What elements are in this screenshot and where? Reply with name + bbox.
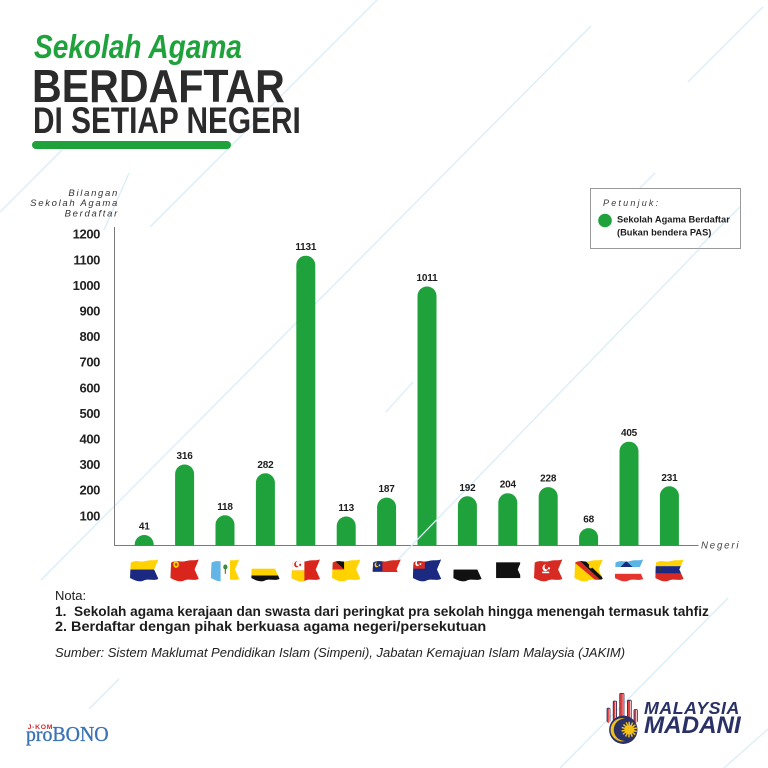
svg-text:500: 500 <box>80 406 101 421</box>
svg-text:Berdaftar: Berdaftar <box>65 208 119 219</box>
svg-text:300: 300 <box>80 457 101 472</box>
svg-text:118: 118 <box>217 502 233 513</box>
svg-text:228: 228 <box>540 474 557 485</box>
svg-text:1011: 1011 <box>417 273 439 284</box>
svg-text:600: 600 <box>80 380 101 395</box>
svg-text:Bilangan: Bilangan <box>68 188 119 199</box>
svg-text:Sekolah Agama Berdaftar: Sekolah Agama Berdaftar <box>617 215 730 225</box>
svg-text:41: 41 <box>139 522 150 533</box>
svg-text:1200: 1200 <box>73 227 100 242</box>
svg-text:Petunjuk:: Petunjuk: <box>603 198 660 208</box>
svg-text:282: 282 <box>257 460 274 471</box>
svg-text:187: 187 <box>379 484 396 495</box>
svg-text:700: 700 <box>80 355 101 370</box>
svg-text:192: 192 <box>459 483 476 494</box>
svg-text:900: 900 <box>80 304 101 319</box>
svg-text:204: 204 <box>500 480 517 491</box>
svg-text:800: 800 <box>80 329 101 344</box>
svg-text:100: 100 <box>80 508 101 523</box>
svg-text:68: 68 <box>583 515 594 526</box>
svg-text:1100: 1100 <box>73 252 100 267</box>
svg-text:316: 316 <box>177 451 194 462</box>
svg-text:405: 405 <box>621 428 638 439</box>
svg-text:1000: 1000 <box>73 278 100 293</box>
svg-text:(Bukan bendera PAS): (Bukan bendera PAS) <box>617 228 711 238</box>
svg-text:231: 231 <box>661 473 678 484</box>
svg-text:200: 200 <box>80 483 101 498</box>
svg-text:400: 400 <box>80 432 101 447</box>
svg-text:1131: 1131 <box>295 242 317 253</box>
svg-text:Sekolah Agama: Sekolah Agama <box>30 198 119 209</box>
svg-text:113: 113 <box>338 503 354 514</box>
svg-text:Negeri: Negeri <box>701 541 740 552</box>
